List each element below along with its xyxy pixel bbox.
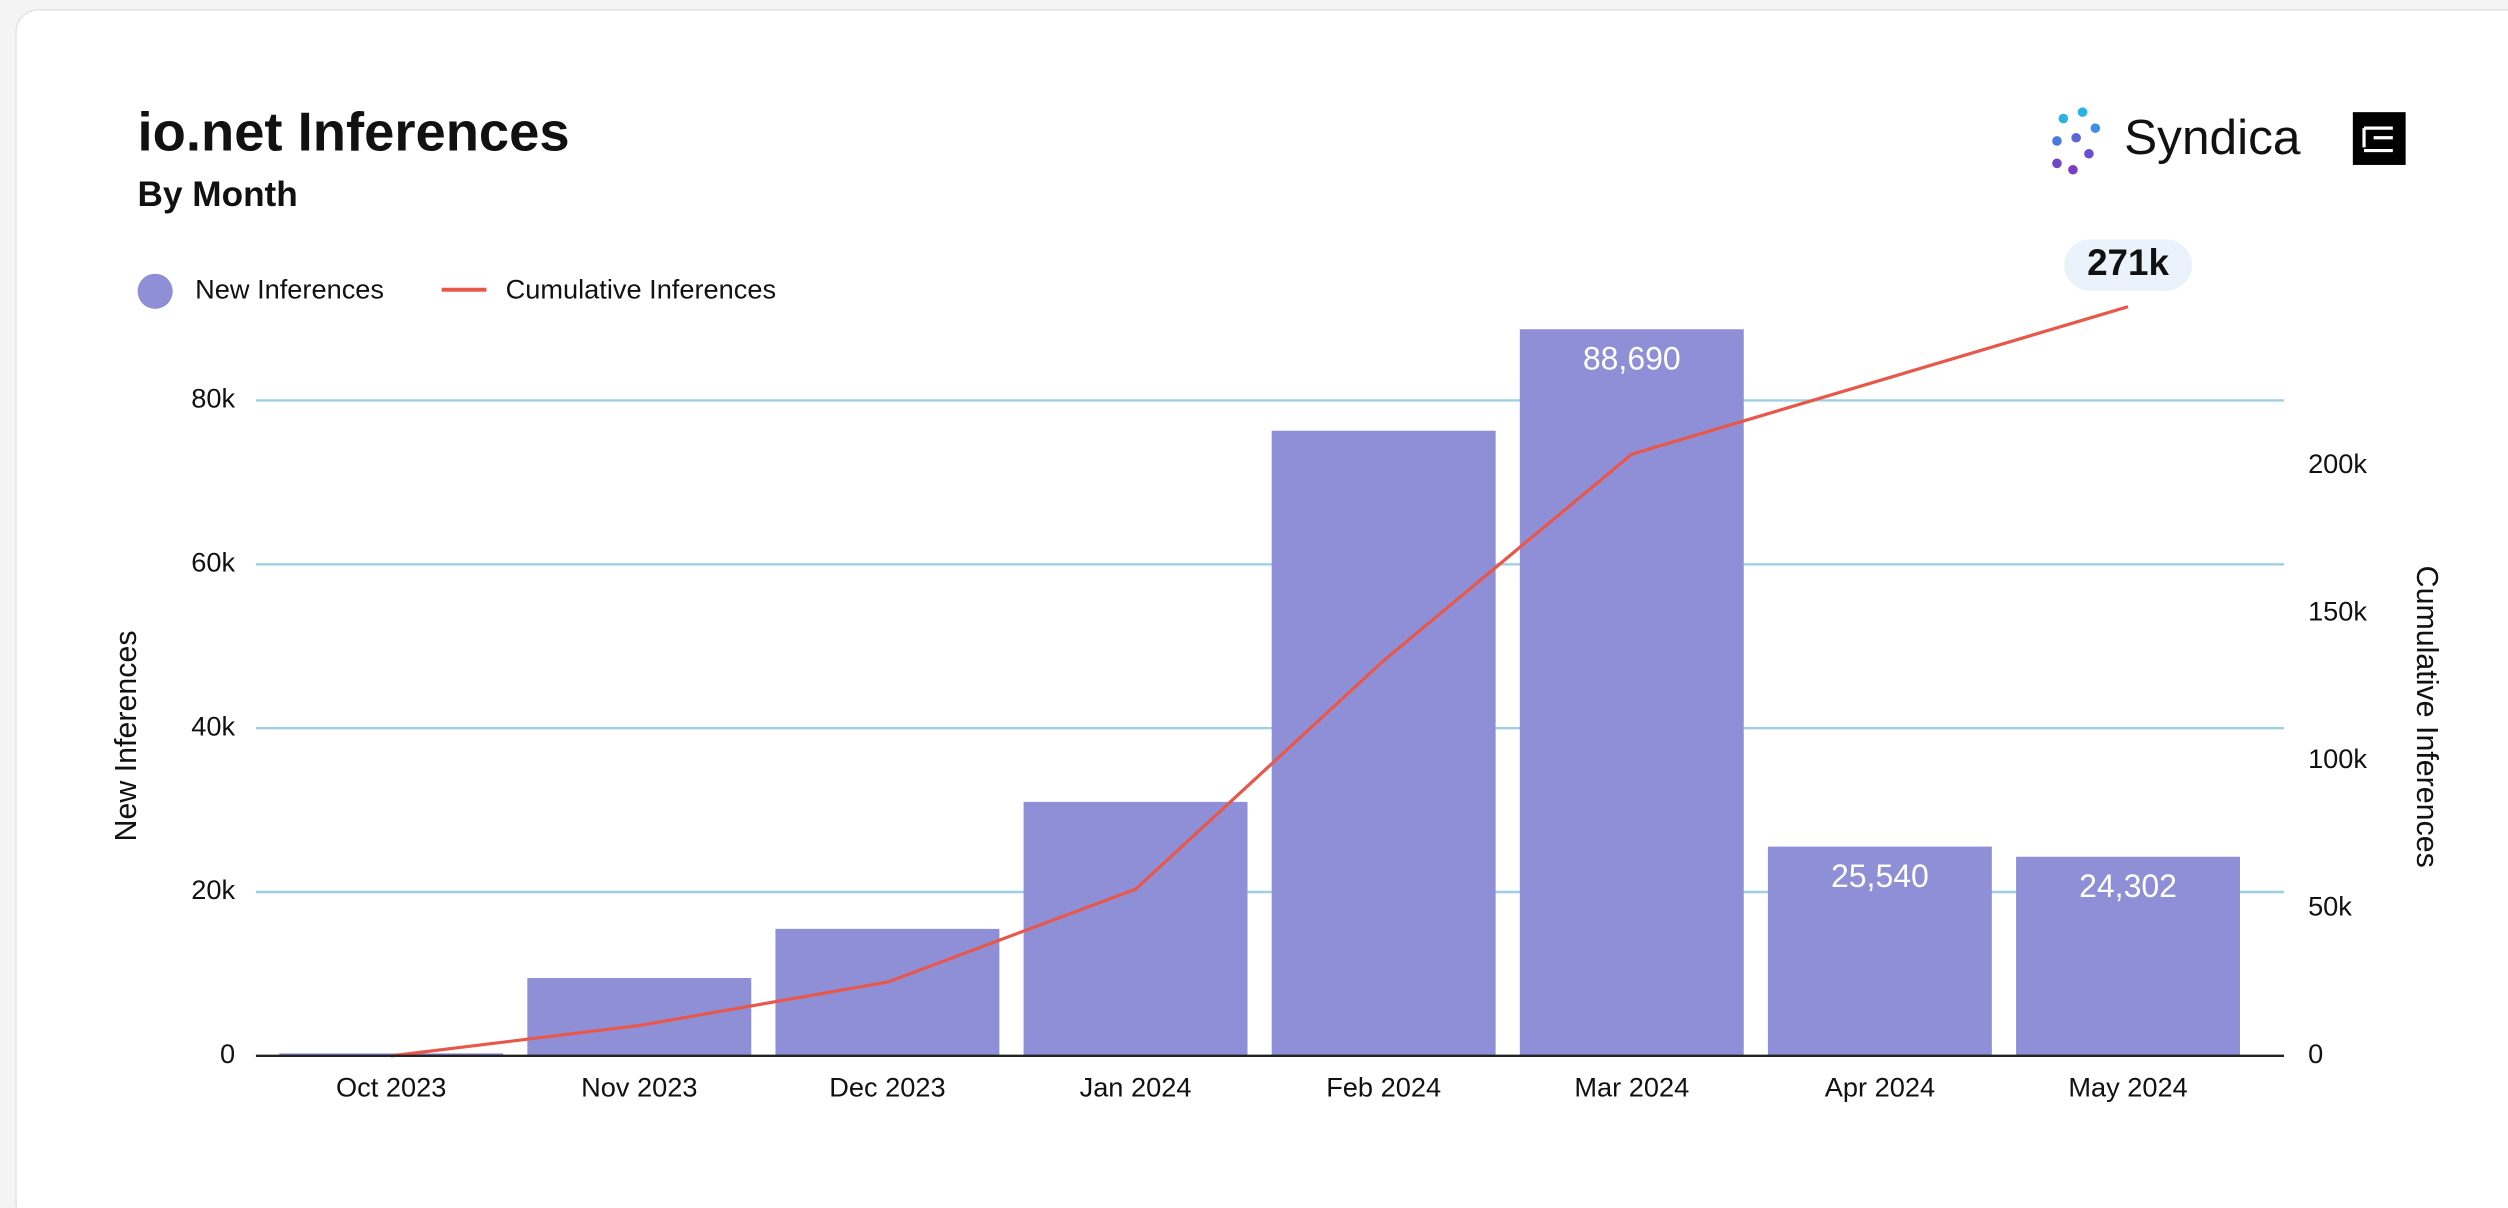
x-tick-label: Apr 2024	[1825, 1072, 1935, 1103]
bar	[2016, 856, 2240, 1056]
legend-swatch	[137, 273, 173, 309]
x-tick-label: Jan 2024	[1080, 1072, 1192, 1103]
annotation-bg	[2064, 239, 2193, 291]
y-tick-label: 40k	[191, 710, 235, 741]
line	[390, 305, 2129, 1058]
bar	[1767, 846, 1992, 1056]
x-tick-label: Nov 2023	[581, 1072, 697, 1103]
y2-axis-label: Cumulative Inferences	[2410, 566, 2444, 868]
bar	[1023, 801, 1248, 1056]
bar	[1519, 329, 1744, 1056]
y-tick-label: 80k	[191, 383, 235, 414]
legend: New Inferences Cumulative Inferences	[137, 273, 777, 309]
x-tick-label: Dec 2023	[829, 1072, 945, 1103]
y2-tick-label: 200k	[2308, 448, 2367, 479]
brand-name: Syndica	[2124, 109, 2301, 165]
y2-tick-label: 0	[2308, 1038, 2323, 1069]
y2-tick-label: 150k	[2308, 596, 2367, 627]
annotation: 271k	[2087, 242, 2169, 283]
data-label: 24,302	[2079, 868, 2177, 904]
x-tick-label: Oct 2023	[336, 1072, 446, 1103]
legend-label: Cumulative Inferences	[506, 273, 777, 304]
x-tick-label: May 2024	[2068, 1072, 2187, 1103]
y-axis-label: New Inferences	[109, 630, 143, 841]
bar	[1271, 430, 1496, 1056]
y-tick-label: 60k	[191, 546, 235, 577]
y-tick-label: 20k	[191, 874, 235, 905]
bar	[775, 928, 1000, 1056]
logo: Syndica	[2052, 107, 2406, 175]
y2-tick-label: 50k	[2308, 891, 2352, 922]
x-tick-label: Feb 2024	[1326, 1072, 1441, 1103]
legend-label: New Inferences	[195, 273, 384, 304]
x-tick-label: Mar 2024	[1574, 1072, 1689, 1103]
chart-subtitle: By Month	[138, 175, 298, 214]
y2-tick-label: 100k	[2308, 743, 2367, 774]
chart-title: io.net Inferences	[138, 102, 570, 163]
data-label: 25,540	[1831, 858, 1929, 894]
data-label: 88,690	[1583, 341, 1681, 377]
bar	[527, 978, 752, 1056]
y-tick-label: 0	[220, 1038, 235, 1069]
